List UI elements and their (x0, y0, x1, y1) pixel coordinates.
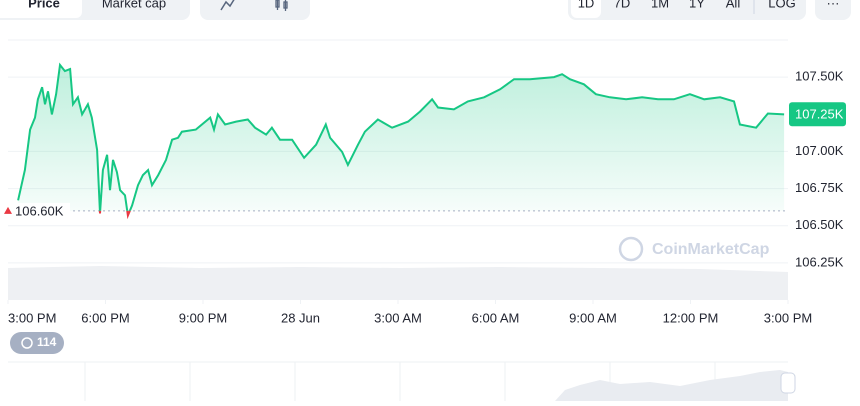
x-tick-label: 9:00 PM (179, 310, 227, 325)
x-tick-label: 12:00 PM (663, 310, 719, 325)
reference-marker (4, 206, 12, 214)
volume-area (8, 266, 788, 300)
range-button[interactable]: 1Y (689, 0, 705, 10)
range-button[interactable]: 1D (578, 0, 595, 10)
watermark-logo (618, 236, 644, 262)
x-tick-label: 9:00 AM (569, 310, 617, 325)
range-button[interactable]: 1M (651, 0, 669, 10)
badge[interactable] (10, 332, 64, 354)
range-group (568, 0, 806, 20)
x-tick-label: 6:00 AM (472, 310, 520, 325)
reference-label: 106.60K (15, 203, 64, 218)
range-active (571, 0, 601, 18)
price-line (17, 62, 785, 211)
reference-label-bg (12, 202, 70, 219)
x-tick-label: 3:00 PM (8, 310, 56, 325)
line-icon[interactable] (220, 0, 235, 11)
price-area (18, 65, 785, 211)
current-price-box (789, 102, 846, 127)
more-button[interactable]: ··· (827, 0, 840, 10)
x-tick-label: 3:00 PM (764, 310, 812, 325)
range-button[interactable]: All (726, 0, 741, 10)
plot: 107.50K 107.00K 106.75K 106.50K 106.25K 3:00 … (4, 39, 846, 325)
watermark: CoinMarketCap (652, 241, 770, 258)
range-button[interactable]: 7D (614, 0, 631, 10)
tab[interactable]: Market cap (102, 0, 166, 10)
y-tick-label: 107.50K (795, 69, 844, 84)
chart-type-group (200, 0, 310, 20)
badge-icon (21, 337, 33, 349)
x-tick-label: 28 Jun (281, 310, 320, 325)
badge-count: 114 (37, 335, 57, 349)
more-group (815, 0, 851, 20)
tab[interactable]: Price (28, 0, 60, 10)
tab-active (0, 0, 82, 18)
candle-icon[interactable] (275, 0, 288, 11)
log-button[interactable]: LOG (768, 0, 795, 10)
y-tick-label: 106.25K (795, 254, 844, 269)
x-tick-label: 3:00 AM (374, 310, 422, 325)
y-tick-label: 106.50K (795, 217, 844, 232)
current-price-label: 107.25K (795, 107, 844, 122)
x-tick-label: 6:00 PM (81, 310, 129, 325)
minimap-area (555, 370, 788, 401)
minimap-handle[interactable] (780, 372, 796, 394)
y-tick-label: 106.75K (795, 180, 844, 195)
y-tick-label: 107.00K (795, 143, 844, 158)
